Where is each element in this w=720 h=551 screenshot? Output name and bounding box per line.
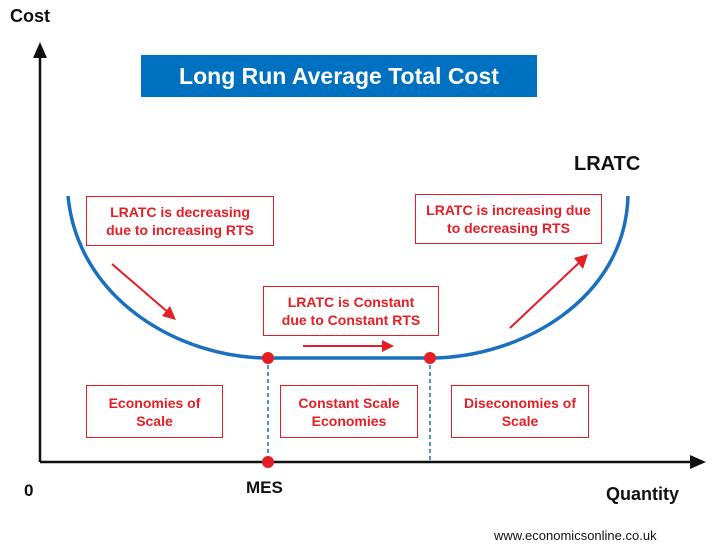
economies-of-scale-box: Economies of Scale <box>86 385 223 438</box>
constant-arrow <box>303 340 394 352</box>
y-axis-label: Cost <box>10 6 50 26</box>
lratc-curve <box>66 195 630 360</box>
source-url: www.economicsonline.co.uk <box>494 528 657 543</box>
decreasing-note: LRATC is decreasing due to increasing RT… <box>86 196 274 246</box>
mes-label: MES <box>246 478 283 497</box>
constant-scale-economies-box: Constant Scale Economies <box>280 385 418 438</box>
constant-note: LRATC is Constant due to Constant RTS <box>263 286 439 336</box>
lratc-curve-label: LRATC <box>574 153 641 175</box>
mes-point <box>262 352 274 364</box>
decreasing-arrow <box>111 263 176 320</box>
increasing-note: LRATC is increasing due to decreasing RT… <box>415 194 602 244</box>
increasing-arrow <box>509 254 588 329</box>
y-axis-arrow <box>33 42 47 58</box>
origin-label: 0 <box>24 481 34 500</box>
mes-axis-point <box>262 456 274 468</box>
x-axis-label: Quantity <box>606 484 680 504</box>
constant-end-point <box>424 352 436 364</box>
diagram-title: Long Run Average Total Cost <box>141 55 537 97</box>
x-axis-arrow <box>690 455 706 469</box>
diseconomies-of-scale-box: Diseconomies of Scale <box>451 385 589 438</box>
